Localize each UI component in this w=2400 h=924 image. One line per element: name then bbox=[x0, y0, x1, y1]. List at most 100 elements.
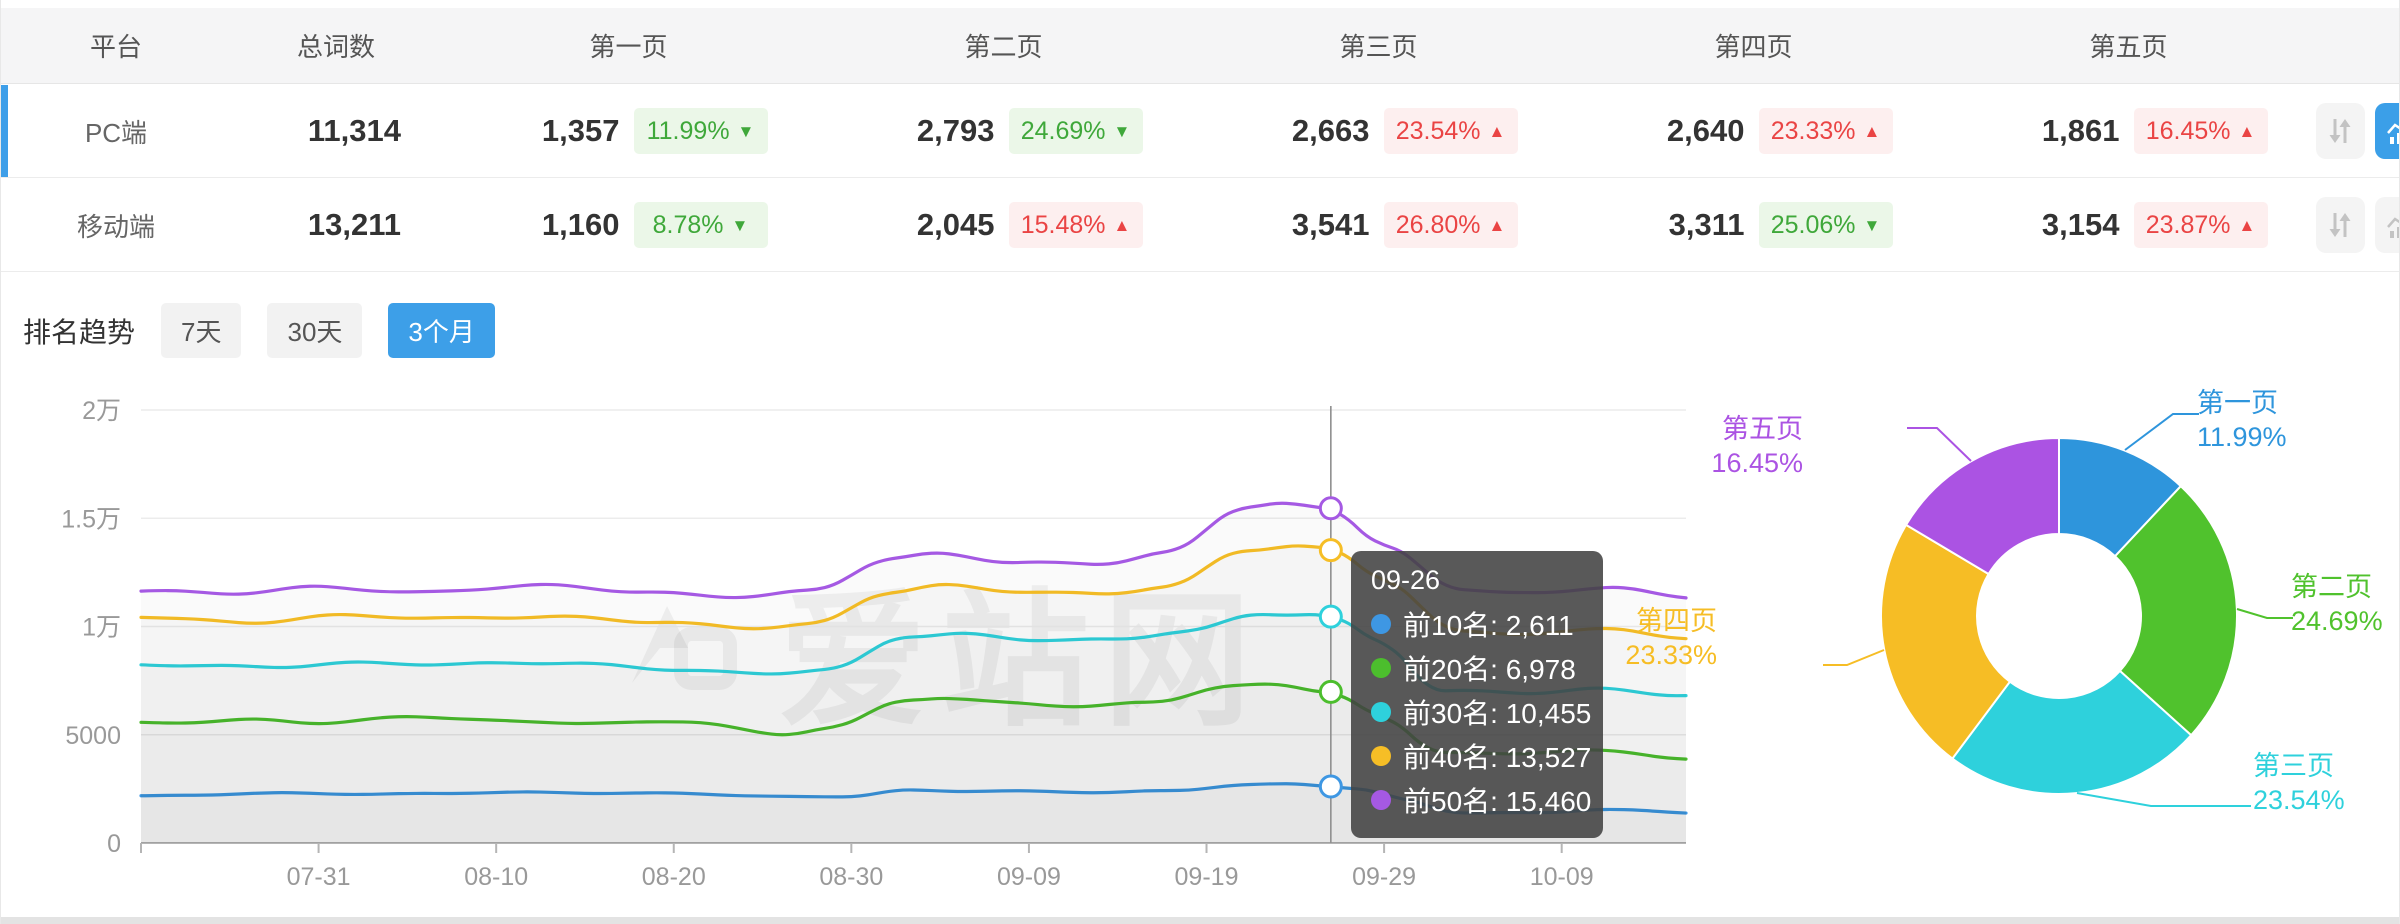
page1-count: 1,160 bbox=[541, 207, 620, 242]
page-distribution-donut-chart[interactable] bbox=[1701, 380, 2400, 924]
platform-label: 移动端 bbox=[76, 211, 155, 242]
trend-section-header: 排名趋势 7天 30天 3个月 bbox=[1, 273, 2399, 395]
svg-text:09-09: 09-09 bbox=[997, 863, 1061, 891]
series-dot-icon bbox=[1371, 790, 1391, 810]
col-header-page1: 第一页 bbox=[589, 32, 668, 62]
svg-text:07-31: 07-31 bbox=[287, 863, 351, 891]
page3-count: 2,663 bbox=[1291, 113, 1370, 148]
donut-label-page5: 第五页 16.45% bbox=[1711, 414, 1803, 478]
svg-text:08-30: 08-30 bbox=[819, 863, 883, 891]
page5-cell: 1,861 16.45% ▲ bbox=[1941, 108, 2316, 154]
tooltip-date: 09-26 bbox=[1371, 565, 1441, 595]
page4-cell: 3,311 25.06% ▼ bbox=[1566, 202, 1941, 248]
svg-text:0: 0 bbox=[107, 830, 121, 858]
svg-text:09-29: 09-29 bbox=[1352, 863, 1416, 891]
bottom-divider bbox=[1, 917, 2399, 924]
svg-text:1万: 1万 bbox=[82, 614, 121, 642]
svg-text:5000: 5000 bbox=[65, 722, 121, 750]
page1-pct-badge: 11.99% ▼ bbox=[633, 108, 768, 154]
tab-30-days[interactable]: 30天 bbox=[267, 303, 363, 358]
donut-label-page1: 第一页 11.99% bbox=[2197, 388, 2287, 452]
trend-arrow-icon: ▲ bbox=[2238, 121, 2256, 141]
col-header-page3: 第三页 bbox=[1339, 32, 1418, 62]
page5-count: 1,861 bbox=[2041, 113, 2120, 148]
platform-label: PC端 bbox=[84, 117, 148, 148]
page4-pct-badge: 25.06% ▼ bbox=[1758, 202, 1893, 248]
page2-count: 2,793 bbox=[916, 113, 995, 148]
sort-arrows-button[interactable] bbox=[2316, 197, 2365, 253]
trend-arrow-icon: ▲ bbox=[1488, 121, 1506, 141]
page3-pct-badge: 26.80% ▲ bbox=[1383, 202, 1518, 248]
trend-section-title: 排名趋势 bbox=[23, 316, 136, 348]
sort-arrows-button[interactable] bbox=[2316, 103, 2365, 159]
tab-3-months[interactable]: 3个月 bbox=[388, 303, 495, 358]
rank-table-header: 平台 总词数 第一页 第二页 第三页 第四页 第五页 bbox=[1, 8, 2399, 84]
watermark-logo-icon bbox=[632, 605, 737, 690]
selected-row-accent bbox=[1, 85, 8, 177]
svg-text:2万: 2万 bbox=[82, 397, 121, 425]
series-dot-icon bbox=[1371, 658, 1391, 678]
page2-cell: 2,045 15.48% ▲ bbox=[816, 202, 1191, 248]
trend-arrow-icon: ▼ bbox=[1113, 121, 1131, 141]
total-words-value: 13,211 bbox=[307, 207, 401, 242]
tooltip-item: 前30名: 10,455 bbox=[1371, 690, 1591, 734]
table-row-pc[interactable]: PC端 11,314 1,357 11.99% ▼ 2,793 24.69% ▼ 2… bbox=[1, 85, 2399, 178]
trend-arrow-icon: ▲ bbox=[1488, 215, 1506, 235]
page4-cell: 2,640 23.33% ▲ bbox=[1566, 108, 1941, 154]
page1-cell: 1,357 11.99% ▼ bbox=[441, 108, 816, 154]
trend-arrow-icon: ▼ bbox=[731, 215, 749, 235]
svg-text:09-19: 09-19 bbox=[1175, 863, 1239, 891]
page2-cell: 2,793 24.69% ▼ bbox=[816, 108, 1191, 154]
tooltip-item: 前20名: 6,978 bbox=[1371, 646, 1583, 690]
page3-count: 3,541 bbox=[1291, 207, 1370, 242]
page1-pct-badge: 8.78% ▼ bbox=[633, 202, 768, 248]
page3-cell: 2,663 23.54% ▲ bbox=[1191, 108, 1566, 154]
trend-arrow-icon: ▲ bbox=[1863, 121, 1881, 141]
series-dot-icon bbox=[1371, 746, 1391, 766]
trend-chart-button[interactable] bbox=[2374, 103, 2399, 159]
svg-text:10-09: 10-09 bbox=[1530, 863, 1594, 891]
chart-tooltip: 09-26 前10名: 2,611 前20名: 6,978 前30名: 10,4… bbox=[1351, 551, 1603, 838]
page2-pct-badge: 24.69% ▼ bbox=[1008, 108, 1143, 154]
page4-count: 3,311 bbox=[1668, 207, 1745, 242]
page5-cell: 3,154 23.87% ▲ bbox=[1941, 202, 2316, 248]
page5-count: 3,154 bbox=[2041, 207, 2120, 242]
svg-text:08-20: 08-20 bbox=[642, 863, 706, 891]
col-header-page2: 第二页 bbox=[964, 32, 1043, 62]
donut-label-page4: 第四页 23.33% bbox=[1625, 606, 1717, 670]
watermark-text: 爱站网 bbox=[779, 540, 1265, 755]
page5-pct-badge: 16.45% ▲ bbox=[2133, 108, 2268, 154]
aizhan-watermark: 爱站网 bbox=[611, 540, 1265, 755]
trend-arrow-icon: ▼ bbox=[737, 121, 755, 141]
tooltip-item: 前40名: 13,527 bbox=[1371, 734, 1591, 778]
svg-text:08-10: 08-10 bbox=[464, 863, 528, 891]
col-header-page5: 第五页 bbox=[2089, 32, 2168, 62]
page1-cell: 1,160 8.78% ▼ bbox=[441, 202, 816, 248]
page4-pct-badge: 23.33% ▲ bbox=[1758, 108, 1893, 154]
trend-arrow-icon: ▼ bbox=[1863, 215, 1881, 235]
page1-count: 1,357 bbox=[541, 113, 620, 148]
tooltip-item: 前10名: 2,611 bbox=[1371, 602, 1583, 646]
page2-count: 2,045 bbox=[916, 207, 995, 242]
tooltip-item: 前50名: 15,460 bbox=[1371, 778, 1591, 822]
table-row-mobile[interactable]: 移动端 13,211 1,160 8.78% ▼ 2,045 15.48% ▲ 3,… bbox=[1, 179, 2399, 272]
trend-arrow-icon: ▲ bbox=[1113, 215, 1131, 235]
series-dot-icon bbox=[1371, 702, 1391, 722]
page3-cell: 3,541 26.80% ▲ bbox=[1191, 202, 1566, 248]
trend-chart-button[interactable] bbox=[2374, 197, 2399, 253]
svg-text:1.5万: 1.5万 bbox=[61, 505, 121, 533]
page3-pct-badge: 23.54% ▲ bbox=[1383, 108, 1518, 154]
page2-pct-badge: 15.48% ▲ bbox=[1008, 202, 1143, 248]
row-actions bbox=[2316, 197, 2399, 253]
row-actions bbox=[2316, 103, 2399, 159]
page5-pct-badge: 23.87% ▲ bbox=[2133, 202, 2268, 248]
col-header-platform: 平台 bbox=[89, 32, 142, 62]
tab-7-days[interactable]: 7天 bbox=[161, 303, 242, 358]
col-header-page4: 第四页 bbox=[1714, 32, 1793, 62]
donut-label-page2: 第二页 24.69% bbox=[2291, 572, 2383, 636]
trend-arrow-icon: ▲ bbox=[2238, 215, 2256, 235]
col-header-total: 总词数 bbox=[296, 32, 375, 62]
donut-label-page3: 第三页 23.54% bbox=[2253, 751, 2345, 815]
page4-count: 2,640 bbox=[1666, 113, 1745, 148]
